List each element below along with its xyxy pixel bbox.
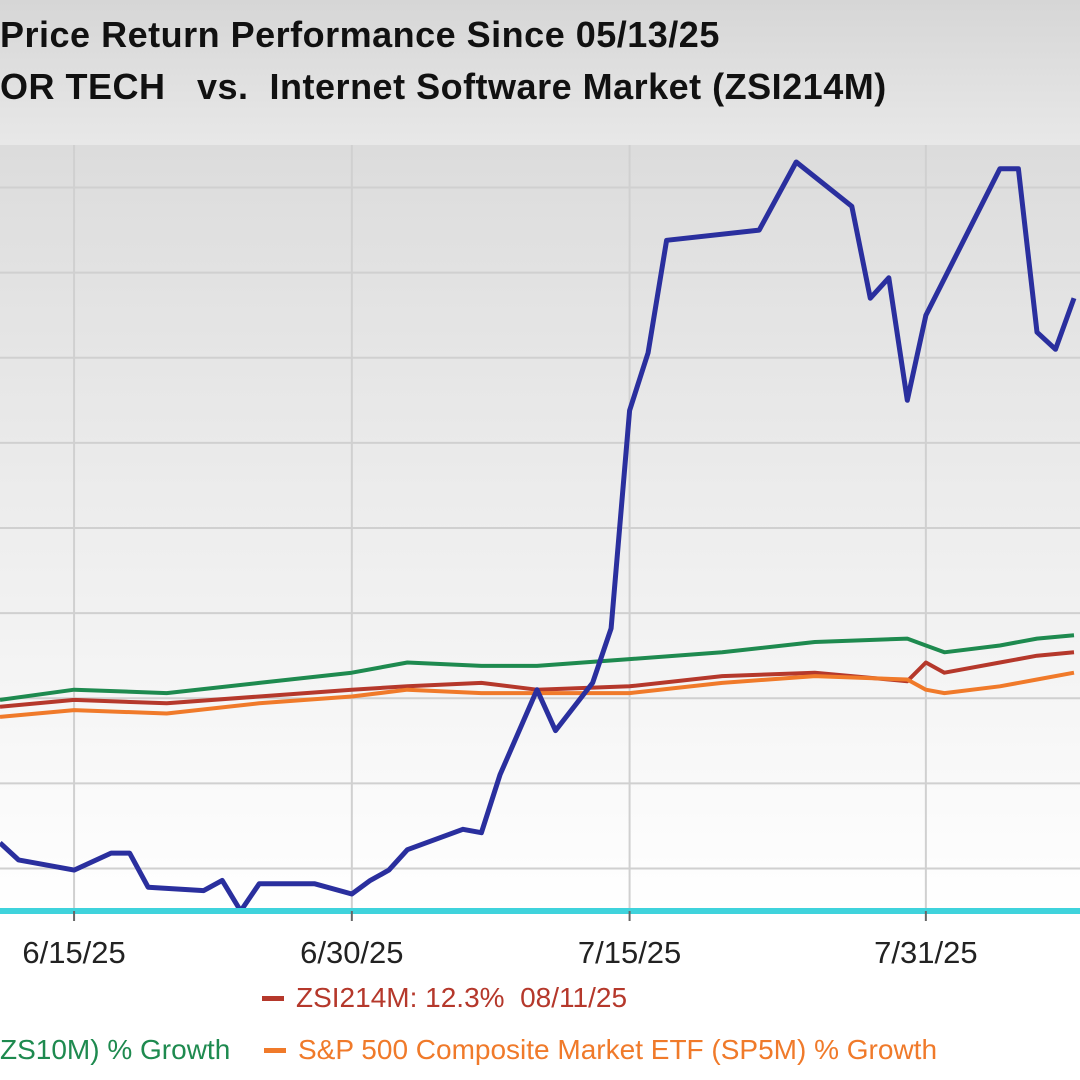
legend-swatch-industry bbox=[262, 995, 284, 1001]
series-line-or-tech bbox=[0, 159, 1077, 914]
legend-label-industry: ZSI214M: 12.3% 08/11/25 bbox=[296, 982, 628, 1013]
legend: ZSI214M: 12.3% 08/11/25 ZS10M) % Growth … bbox=[0, 970, 1080, 1080]
x-tick-label-1: 6/30/25 bbox=[300, 935, 403, 970]
legend-item-sector: ZS10M) % Growth bbox=[0, 1034, 230, 1066]
x-tick-label-0: 6/15/25 bbox=[22, 935, 125, 970]
legend-label-sp500: S&P 500 Composite Market ETF (SP5M) % Gr… bbox=[298, 1034, 938, 1065]
line-chart: 6/15/25 6/30/25 7/15/25 7/31/25 bbox=[0, 145, 1080, 970]
chart-header: Price Return Performance Since 05/13/25 … bbox=[0, 0, 1080, 145]
x-axis-ticks: 6/15/25 6/30/25 7/15/25 7/31/25 bbox=[22, 911, 978, 970]
legend-label-sector: ZS10M) % Growth bbox=[0, 1034, 231, 1065]
legend-item-sp500: S&P 500 Composite Market ETF (SP5M) % Gr… bbox=[264, 1034, 937, 1066]
chart-title: Price Return Performance Since 05/13/25 bbox=[0, 14, 720, 55]
chart-subtitle: OR TECH vs. Internet Software Market (ZS… bbox=[0, 66, 887, 107]
legend-swatch-sp500 bbox=[264, 1047, 286, 1053]
series-line-zs10m bbox=[0, 633, 1075, 702]
legend-item-industry: ZSI214M: 12.3% 08/11/25 bbox=[262, 982, 627, 1014]
series-lines bbox=[0, 159, 1077, 914]
x-tick-label-2: 7/15/25 bbox=[578, 935, 681, 970]
x-tick-label-3: 7/31/25 bbox=[874, 935, 977, 970]
series-line-zsi214m bbox=[0, 650, 1075, 709]
series-line-sp5m bbox=[0, 670, 1075, 719]
